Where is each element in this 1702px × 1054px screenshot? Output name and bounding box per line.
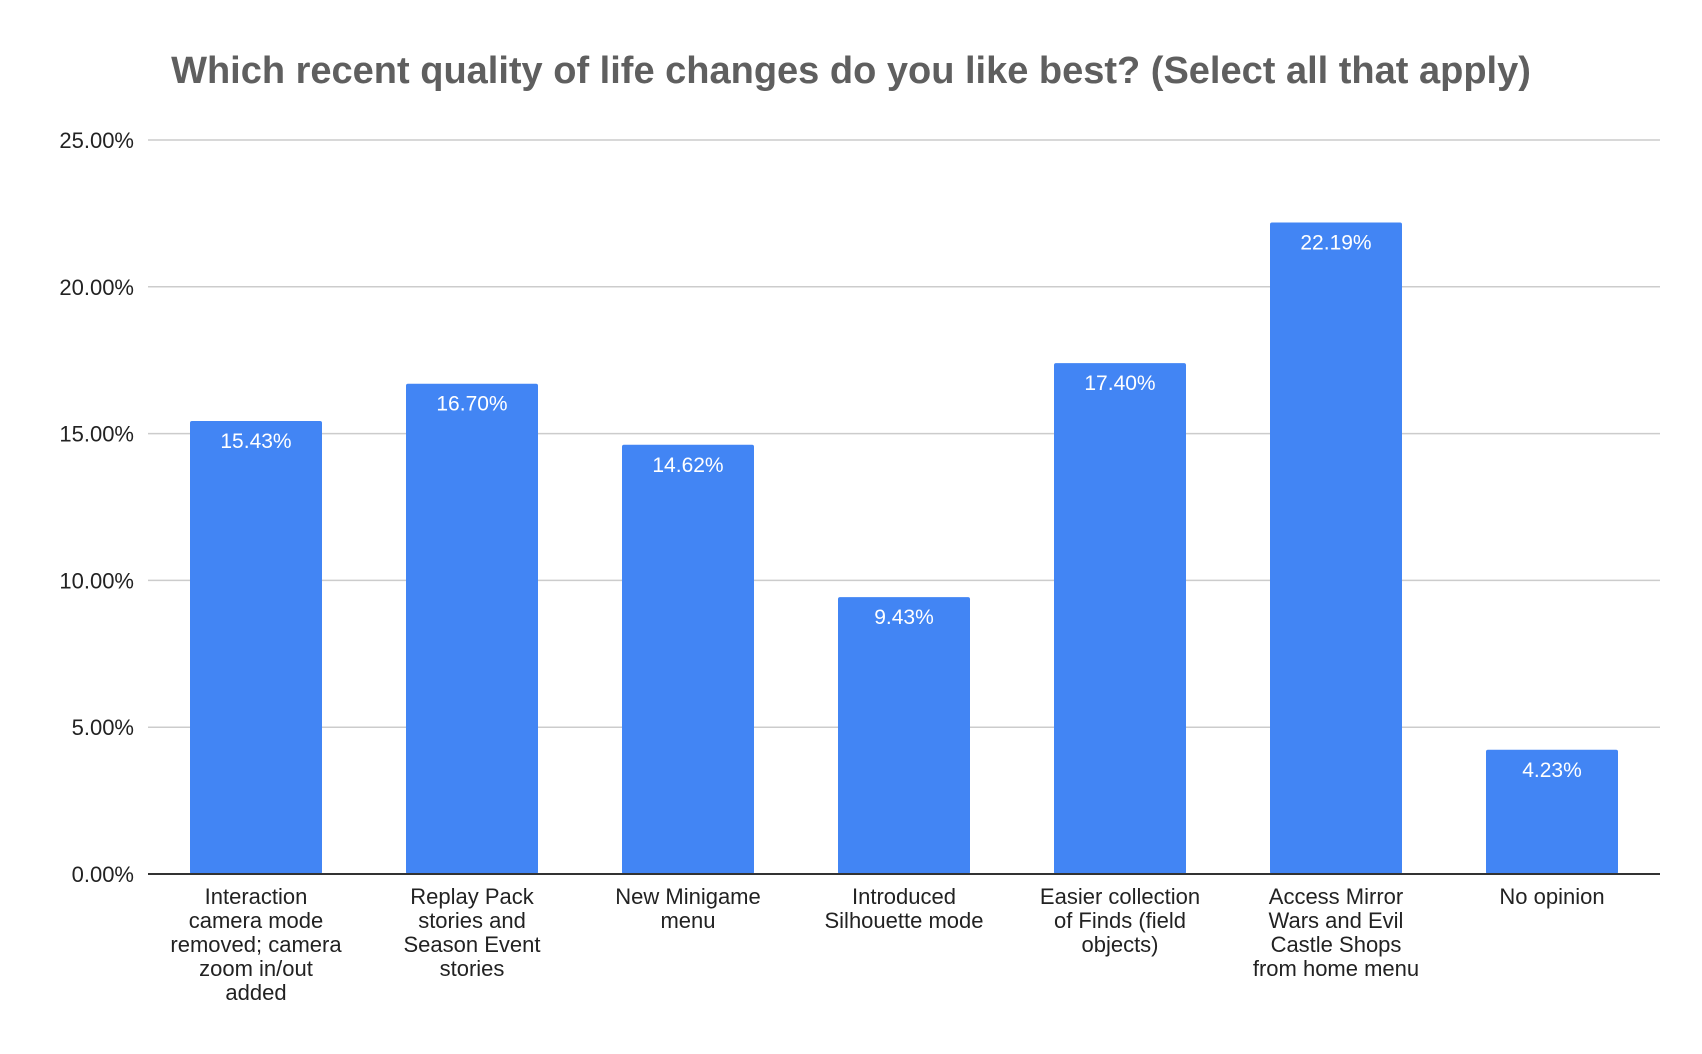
gridlines xyxy=(148,139,1660,728)
y-tick-label: 10.00% xyxy=(59,568,134,593)
x-tick-label: Introduced Silhouette mode xyxy=(825,884,984,933)
data-label: 16.70% xyxy=(436,393,507,416)
data-label: 15.43% xyxy=(220,430,291,453)
y-tick-label: 0.00% xyxy=(72,862,134,887)
y-tick-label: 20.00% xyxy=(59,275,134,300)
chart-title: Which recent quality of life changes do … xyxy=(171,50,1531,92)
bar xyxy=(190,420,322,874)
y-tick-label: 5.00% xyxy=(72,715,134,740)
data-labels: 15.43% 16.70% 14.62% 9.43% 17.40% 22.19% 4.23% xyxy=(220,232,1581,782)
x-tick-label: New Minigame menu xyxy=(615,884,761,933)
data-label: 14.62% xyxy=(652,454,723,477)
bar xyxy=(1486,749,1618,874)
data-label: 22.19% xyxy=(1300,232,1371,255)
x-tick-label: Replay Pack stories and Season Event storie… xyxy=(404,884,541,981)
bar xyxy=(622,444,754,874)
bars xyxy=(190,222,1618,875)
data-label: 4.23% xyxy=(1522,759,1582,782)
bar xyxy=(838,597,970,874)
x-tick-label: Interaction camera mode removed; camera zoo… xyxy=(170,884,342,1005)
y-tick-label: 25.00% xyxy=(59,128,134,153)
x-tick-label: Access Mirror Wars and Evil Castle Shops fr… xyxy=(1253,884,1419,981)
x-axis-tick-labels: Interaction camera mode removed; camera zoo… xyxy=(170,884,1604,1005)
bar xyxy=(406,383,538,874)
x-tick-label: Easier collection of Finds (field objects) xyxy=(1040,884,1200,957)
bar xyxy=(1270,222,1402,875)
y-tick-label: 15.00% xyxy=(59,422,134,447)
bar xyxy=(1054,363,1186,874)
y-axis-tick-labels: 0.00% 5.00% 10.00% 15.00% 20.00% 25.00% xyxy=(59,128,134,887)
data-label: 17.40% xyxy=(1084,372,1155,395)
x-tick-label: No opinion xyxy=(1499,884,1604,909)
data-label: 9.43% xyxy=(874,606,934,629)
